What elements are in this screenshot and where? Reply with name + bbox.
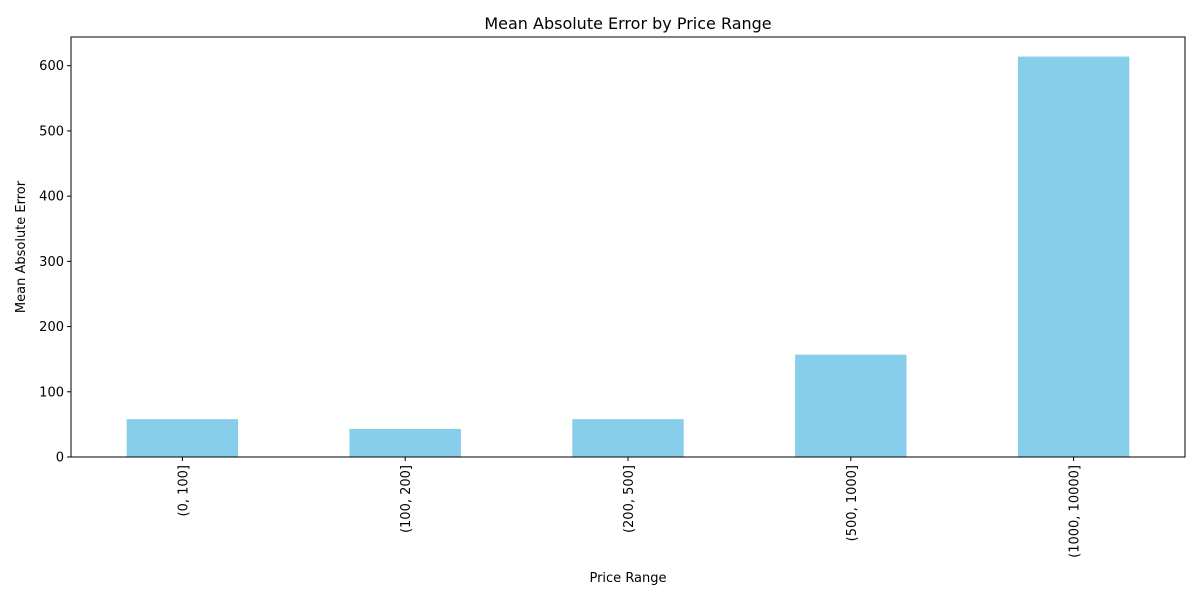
y-tick-label: 600 [39,59,64,74]
bar [572,419,684,457]
x-axis-label: Price Range [589,571,666,586]
chart-title: Mean Absolute Error by Price Range [484,14,771,33]
x-tick-label: (1000, 10000] [1068,465,1083,558]
x-axis: (0, 100] (100, 200] (200, 500] (500, 1000] (… [176,457,1083,558]
y-tick-label: 400 [39,190,64,205]
bar [349,428,461,457]
bar [1017,56,1130,457]
y-tick-label: 100 [39,385,64,400]
bar [126,419,239,457]
y-tick-label: 300 [39,255,64,270]
y-axis-label: Mean Absolute Error [14,180,29,313]
y-tick-label: 0 [56,451,64,466]
x-tick-label: (100, 200] [399,465,414,533]
y-tick-label: 200 [39,320,64,335]
plot-frame [70,36,1186,458]
y-axis: 0 100 200 300 400 500 600 [39,59,71,466]
x-tick-label: (0, 100] [176,465,191,517]
bars-layer [126,56,1130,457]
y-tick-label: 500 [39,124,64,139]
x-tick-label: (500, 1000] [845,465,860,541]
bar [795,354,907,457]
x-tick-label: (200, 500] [622,465,637,533]
